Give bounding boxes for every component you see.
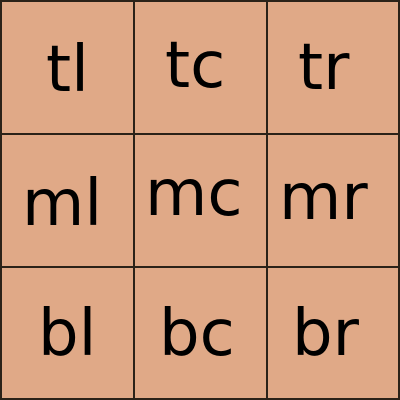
grid-line-vertical-2 bbox=[266, 0, 268, 400]
cell-middle-left-label: ml bbox=[22, 167, 103, 241]
grid-line-horizontal-2 bbox=[0, 266, 400, 268]
cell-top-left-label: tl bbox=[46, 33, 89, 107]
border-bottom bbox=[0, 398, 400, 400]
grid-line-vertical-1 bbox=[133, 0, 135, 400]
cell-bottom-left-label: bl bbox=[38, 297, 97, 371]
cell-bottom-right-label: br bbox=[292, 297, 359, 371]
grid-line-horizontal-1 bbox=[0, 133, 400, 135]
cell-middle-right-label: mr bbox=[279, 161, 368, 235]
cell-middle-center-label: mc bbox=[145, 157, 243, 231]
border-top bbox=[0, 0, 400, 2]
cell-bottom-center-label: bc bbox=[159, 297, 235, 371]
cell-top-right-label: tr bbox=[298, 31, 350, 105]
cell-top-center-label: tc bbox=[165, 29, 226, 103]
border-right bbox=[398, 0, 400, 400]
border-left bbox=[0, 0, 2, 400]
